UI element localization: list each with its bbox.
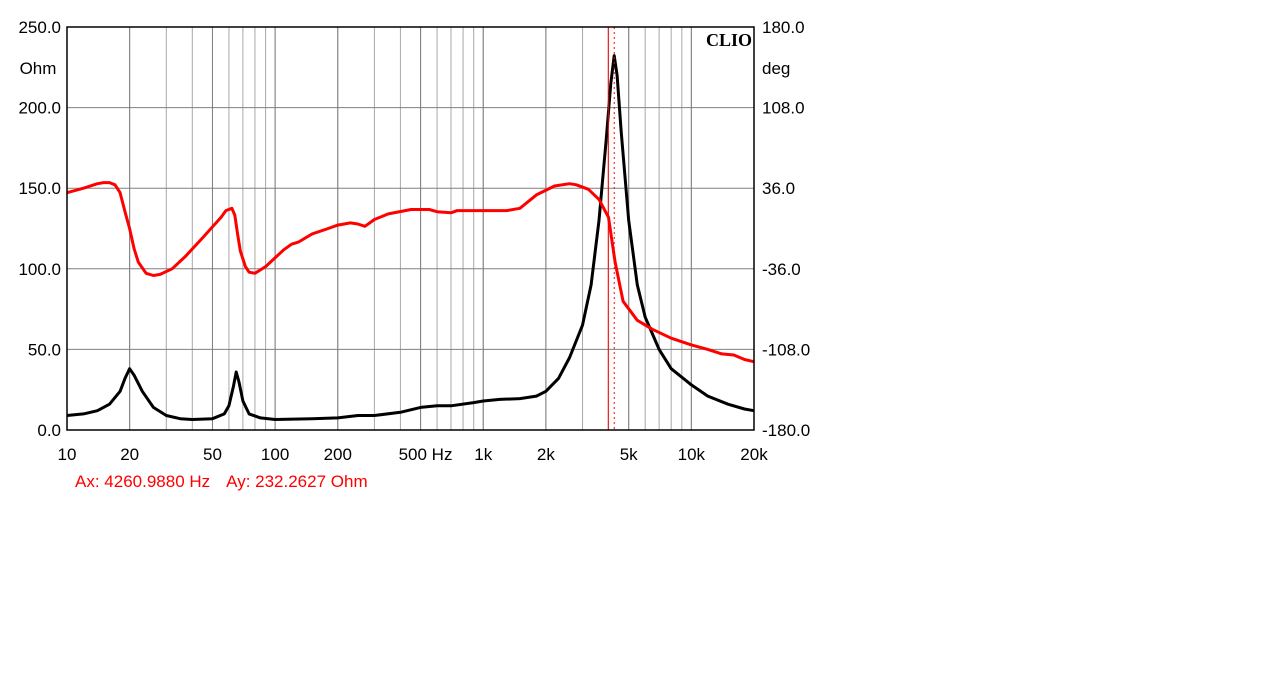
cursor-x-readout: Ax: 4260.9880 Hz <box>75 472 211 491</box>
plot-background <box>0 0 1280 500</box>
impedance-chart: 10 20 50 100 200 500 Hz 1k 2k 5k 10k 20k 0.0 50.0 10… <box>0 0 1280 500</box>
right-tick-label: 180.0 <box>762 18 805 37</box>
right-axis-unit: deg <box>762 59 790 78</box>
x-axis-ticks: 10 20 50 100 200 500 Hz 1k 2k 5k 10k 20k <box>58 445 769 464</box>
plot-frame <box>66 26 755 431</box>
left-tick-label: 0.0 <box>37 421 61 440</box>
x-tick-label: 20 <box>120 445 139 464</box>
right-tick-label: 36.0 <box>762 179 795 198</box>
left-tick-label: 250.0 <box>18 18 61 37</box>
phase-curve <box>66 181 755 364</box>
left-tick-label: 100.0 <box>18 260 61 279</box>
x-tick-label: 50 <box>203 445 222 464</box>
brand-logo-text: CLIO <box>706 30 752 50</box>
cursor-layer <box>607 27 615 430</box>
left-tick-label: 50.0 <box>28 340 61 359</box>
x-tick-label: 100 <box>261 445 289 464</box>
x-tick-label: 200 <box>324 445 352 464</box>
x-tick-label: 5k <box>620 445 638 464</box>
x-tick-label: 500 Hz <box>399 445 453 464</box>
right-tick-label: -180.0 <box>762 421 810 440</box>
x-tick-label: 2k <box>537 445 555 464</box>
left-tick-label: 200.0 <box>18 99 61 118</box>
left-axis-unit: Ohm <box>20 59 57 78</box>
x-tick-label: 10 <box>58 445 77 464</box>
x-tick-label: 10k <box>678 445 706 464</box>
right-axis-ticks: -180.0 -108.0 -36.0 36.0 108.0 180.0 <box>762 18 810 440</box>
x-tick-label: 1k <box>474 445 492 464</box>
left-tick-label: 150.0 <box>18 179 61 198</box>
right-tick-label: -36.0 <box>762 260 801 279</box>
impedance-curve <box>66 54 755 421</box>
left-axis-ticks: 0.0 50.0 100.0 150.0 200.0 250.0 <box>18 18 61 440</box>
right-tick-label: 108.0 <box>762 99 805 118</box>
cursor-readout: Ax: 4260.9880 Hz Ay: 232.2627 Ohm <box>75 472 384 492</box>
cursor-y-readout: Ay: 232.2627 Ohm <box>226 472 368 491</box>
right-tick-label: -108.0 <box>762 340 810 359</box>
series-layer <box>66 54 755 421</box>
x-tick-label: 20k <box>740 445 768 464</box>
